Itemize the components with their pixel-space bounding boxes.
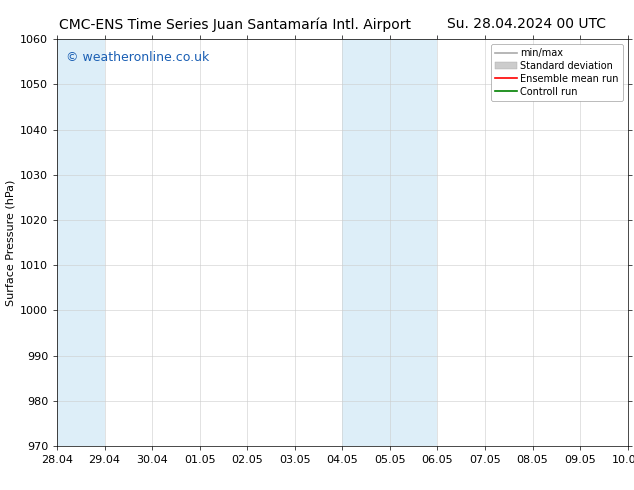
Bar (57, 39, 105, 446)
Text: CMC-ENS Time Series Juan Santamaría Intl. Airport: CMC-ENS Time Series Juan Santamaría Intl… (58, 17, 411, 32)
Legend: min/max, Standard deviation, Ensemble mean run, Controll run: min/max, Standard deviation, Ensemble me… (491, 44, 623, 100)
Bar (342, 39, 437, 446)
Y-axis label: Surface Pressure (hPa): Surface Pressure (hPa) (6, 179, 16, 306)
Text: © weatheronline.co.uk: © weatheronline.co.uk (66, 51, 209, 64)
Text: Su. 28.04.2024 00 UTC: Su. 28.04.2024 00 UTC (447, 17, 605, 31)
